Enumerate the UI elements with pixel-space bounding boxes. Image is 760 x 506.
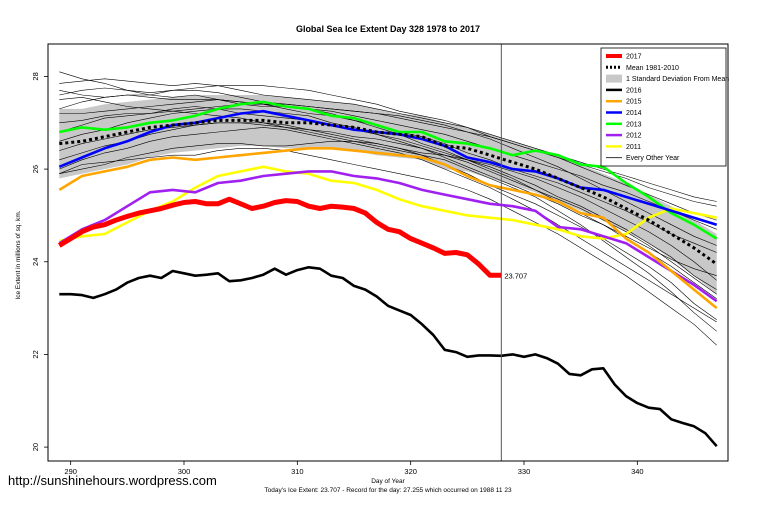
series-line-2015 xyxy=(58,147,718,310)
other-year-line xyxy=(59,85,717,221)
series-line-2012 xyxy=(58,170,718,303)
other-year-line xyxy=(59,141,717,332)
x-axis: 290 300 310 320 330 340 xyxy=(64,461,644,476)
y-axis: 20 22 24 26 28 xyxy=(31,72,48,451)
annotation-layer: 23.707 xyxy=(504,271,527,280)
x-axis-label: Day of Year xyxy=(371,478,405,485)
x-tick-label: 340 xyxy=(631,467,644,476)
today-value-label: 23.707 xyxy=(504,271,527,280)
std-dev-band xyxy=(59,95,717,295)
legend-label: 2013 xyxy=(626,121,642,128)
y-tick-label: 20 xyxy=(31,443,40,451)
legend-label: 1 Standard Deviation From Mean xyxy=(626,76,729,83)
mean-layer xyxy=(59,118,718,266)
std-dev-band-layer xyxy=(59,95,717,295)
x-tick-label: 320 xyxy=(404,467,417,476)
legend-swatch-band xyxy=(606,74,622,83)
series-line-2016 xyxy=(59,265,718,448)
chart-title: Global Sea Ice Extent Day 328 1978 to 20… xyxy=(296,24,480,34)
footer-record-text: Today's Ice Extent: 23.707 - Record for … xyxy=(264,487,512,494)
y-tick-label: 28 xyxy=(31,72,40,80)
mean-line xyxy=(59,118,718,266)
legend-label: 2015 xyxy=(626,99,642,106)
legend-label: Mean 1981-2010 xyxy=(626,65,679,72)
x-tick-label: 300 xyxy=(178,467,191,476)
other-year-line xyxy=(59,99,717,230)
other-year-line xyxy=(59,108,717,300)
x-tick-label: 290 xyxy=(64,467,77,476)
legend-label: 2012 xyxy=(626,133,642,140)
legend-label: 2016 xyxy=(626,87,642,94)
other-years-layer xyxy=(59,71,717,346)
y-axis-label: Ice Extent in millions of sq. km. xyxy=(15,210,22,299)
watermark-url: http://sunshinehours.wordpress.com xyxy=(8,473,217,488)
other-year-line xyxy=(59,106,717,276)
x-tick-label: 310 xyxy=(291,467,304,476)
series-line-2017 xyxy=(58,196,502,278)
x-tick-label: 330 xyxy=(518,467,531,476)
y-tick-label: 24 xyxy=(31,258,40,266)
legend: 2017 Mean 1981-2010 1 Standard Deviation F… xyxy=(600,47,729,167)
legend-label: 2011 xyxy=(626,144,641,151)
other-year-line xyxy=(59,127,717,323)
other-year-line xyxy=(59,148,717,346)
legend-label: 2017 xyxy=(626,54,642,61)
legend-label: 2014 xyxy=(626,110,642,117)
y-tick-label: 26 xyxy=(31,165,40,173)
series-line-2013 xyxy=(59,100,718,240)
other-year-line xyxy=(59,103,717,207)
other-year-line xyxy=(59,96,717,281)
y-tick-label: 22 xyxy=(31,350,40,358)
plot-frame xyxy=(47,43,729,462)
legend-label: Every Other Year xyxy=(626,155,680,162)
